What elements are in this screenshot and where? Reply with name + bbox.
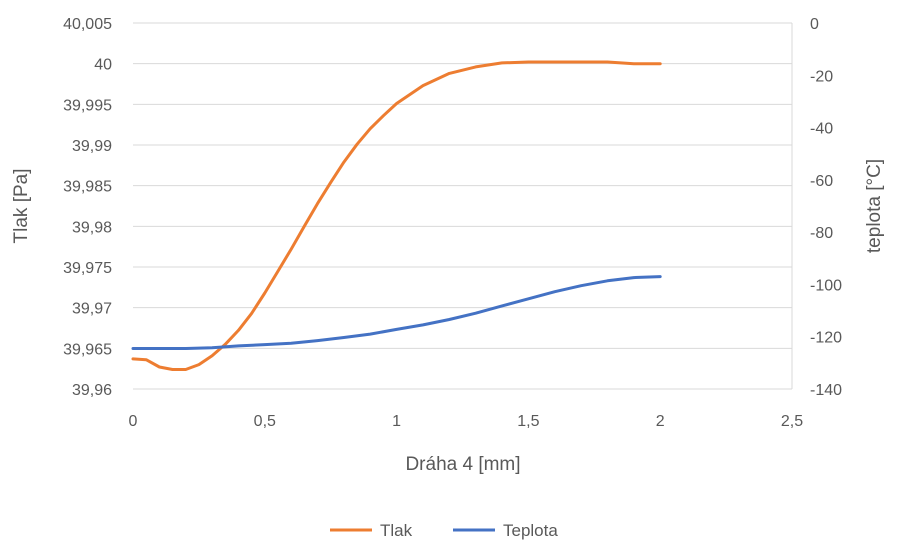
gridlines bbox=[133, 22, 792, 390]
x-tick-label: 2 bbox=[656, 413, 665, 430]
y-right-tick-label: -140 bbox=[810, 382, 842, 399]
y-right-tick-label: -20 bbox=[810, 68, 833, 85]
series-lines bbox=[131, 60, 662, 371]
series-line-teplota bbox=[131, 275, 662, 350]
legend-label-tlak: Tlak bbox=[380, 521, 413, 540]
y-left-tick-label: 40,005 bbox=[63, 16, 112, 33]
x-tick-label: 2,5 bbox=[781, 413, 803, 430]
x-tick-label: 0 bbox=[129, 413, 138, 430]
axes bbox=[133, 23, 793, 390]
legend-label-teplota: Teplota bbox=[503, 521, 558, 540]
y-left-tick-label: 39,985 bbox=[63, 179, 112, 196]
x-tick-label: 1 bbox=[392, 413, 401, 430]
y-left-tick-label: 39,99 bbox=[72, 138, 112, 155]
x-tick-label: 0,5 bbox=[254, 413, 276, 430]
y-left-tick-label: 39,96 bbox=[72, 382, 112, 399]
x-tick-label: 1,5 bbox=[517, 413, 539, 430]
tick-labels: 39,96 39,965 39,97 39,975 39,98 39,985 39,99 39… bbox=[63, 16, 842, 430]
y-right-tick-label: -60 bbox=[810, 173, 833, 190]
y-right-tick-label: -100 bbox=[810, 277, 842, 294]
y-left-tick-label: 40 bbox=[94, 57, 112, 74]
y-right-tick-label: 0 bbox=[810, 16, 819, 33]
x-axis-title: Dráha 4 [mm] bbox=[405, 454, 520, 475]
y-right-tick-label: -120 bbox=[810, 330, 842, 347]
y-right-tick-label: -40 bbox=[810, 121, 833, 138]
y-axis-right-title: teplota [°C] bbox=[864, 159, 885, 253]
y-left-tick-label: 39,965 bbox=[63, 341, 112, 358]
series-line-tlak bbox=[131, 60, 662, 371]
y-left-tick-label: 39,975 bbox=[63, 260, 112, 277]
y-right-tick-label: -80 bbox=[810, 225, 833, 242]
y-left-tick-label: 39,995 bbox=[63, 97, 112, 114]
legend: Tlak Teplota bbox=[330, 521, 558, 540]
y-left-tick-label: 39,98 bbox=[72, 219, 112, 236]
y-left-tick-label: 39,97 bbox=[72, 301, 112, 318]
y-axis-left-title: Tlak [Pa] bbox=[11, 169, 32, 244]
